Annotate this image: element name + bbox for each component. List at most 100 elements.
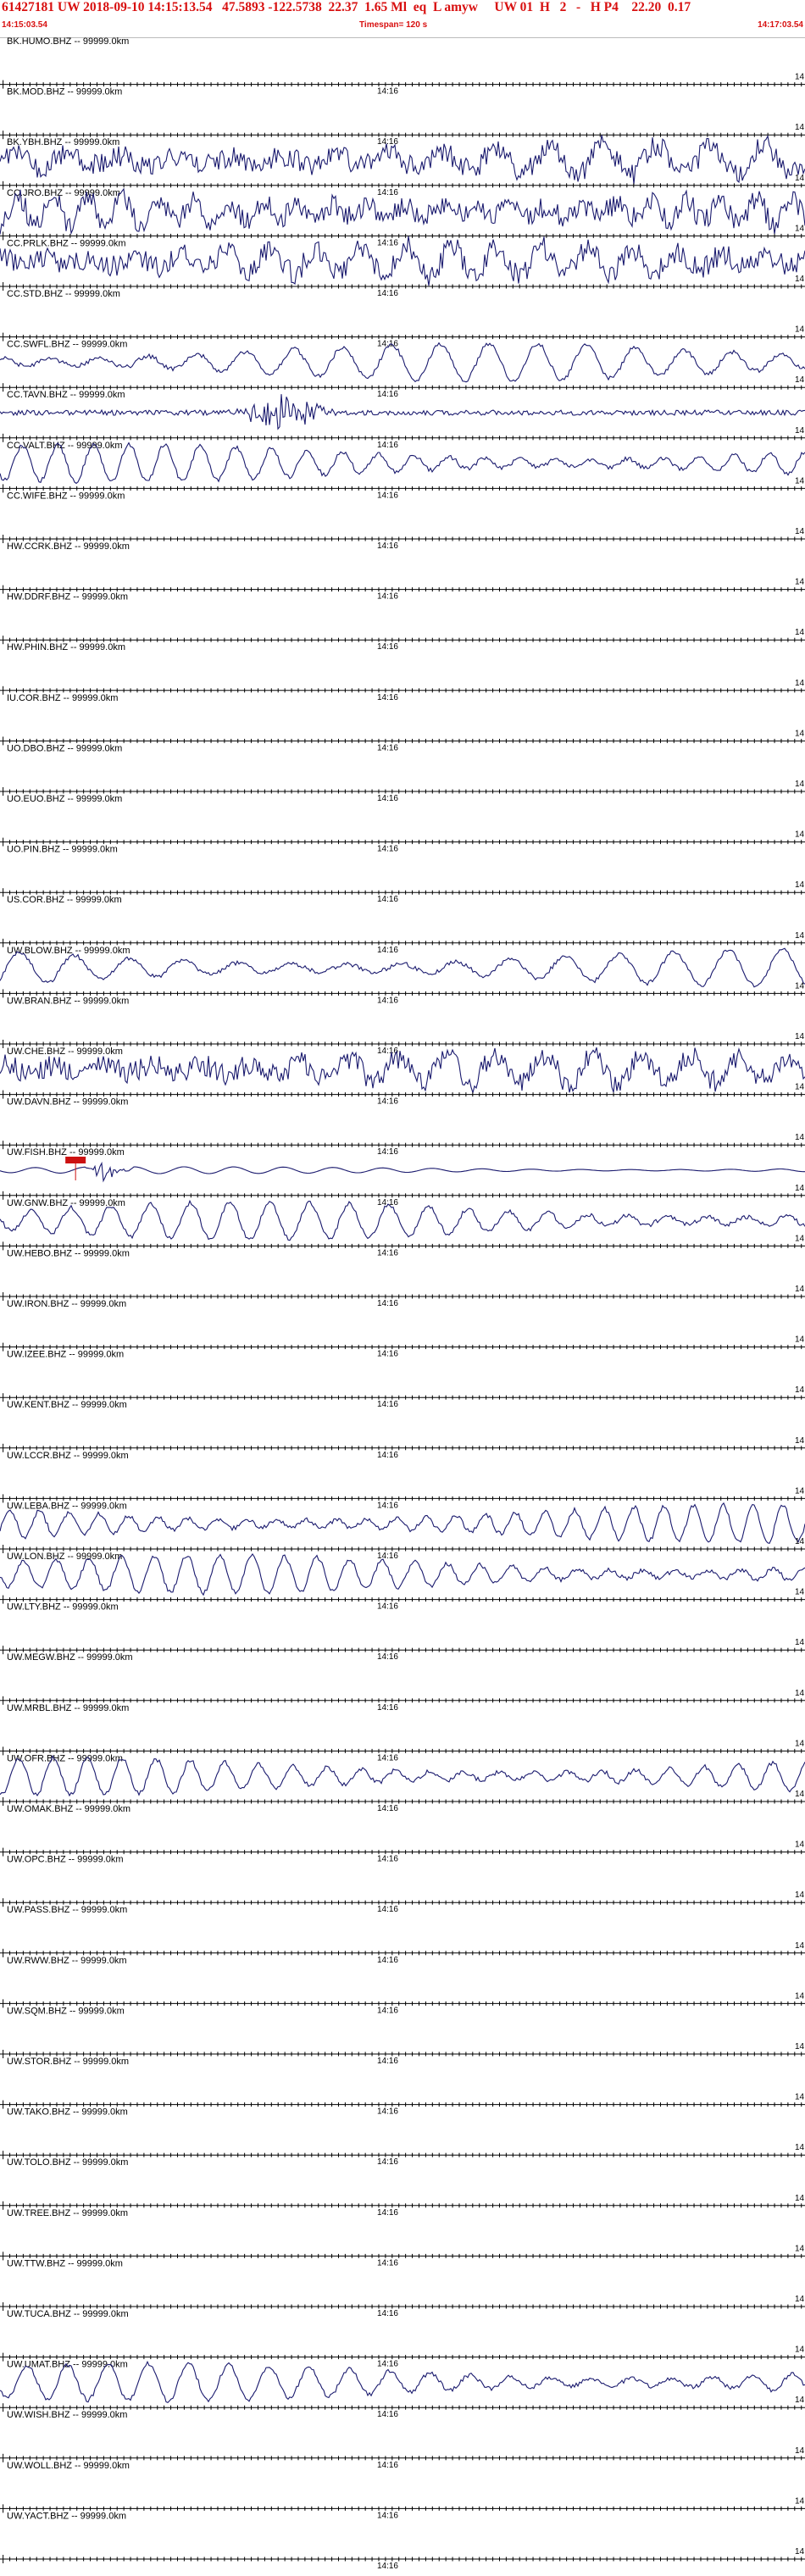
waveform-trace (0, 236, 805, 286)
trace-label: UW.SQM.BHZ -- 99999.0km (7, 2006, 125, 2016)
trace-label: UW.GNW.BHZ -- 99999.0km (7, 1198, 125, 1208)
trace-label: UW.MEGW.BHZ -- 99999.0km (7, 1652, 133, 1663)
trace-label: UW.MRBL.BHZ -- 99999.0km (7, 1703, 129, 1713)
tick-label: 14:16 (377, 2057, 398, 2066)
tick-label: 14:16 (377, 1451, 398, 1460)
trace-label: BK.MOD.BHZ -- 99999.0km (7, 87, 122, 97)
trace-label: UO.PIN.BHZ -- 99999.0km (7, 845, 118, 855)
trace-label: UW.CHE.BHZ -- 99999.0km (7, 1046, 123, 1057)
timespan: Timespan= 120 s (359, 20, 428, 30)
tick-label: 14:16 (377, 642, 398, 652)
tick-label: 14:16 (377, 137, 398, 147)
waveform-trace (0, 441, 805, 485)
phase-pick-marker (65, 1157, 86, 1163)
trace-label: UW.OFR.BHZ -- 99999.0km (7, 1753, 123, 1763)
waveform-trace (0, 341, 805, 383)
trace-label: UO.EUO.BHZ -- 99999.0km (7, 794, 122, 804)
trace-label: BK.YBH.BHZ -- 99999.0km (7, 137, 119, 147)
trace-label: UW.BRAN.BHZ -- 99999.0km (7, 996, 129, 1006)
event-title: 61427181 UW 2018-09-10 14:15:13.54 47.58… (2, 0, 691, 14)
trace-label: HW.PHIN.BHZ -- 99999.0km (7, 642, 125, 652)
trace-label: UW.LTY.BHZ -- 99999.0km (7, 1602, 119, 1613)
trace-label: UO.DBO.BHZ -- 99999.0km (7, 743, 122, 753)
tick-label: 14:16 (377, 1703, 398, 1713)
trace-label: BK.HUMO.BHZ -- 99999.0km (7, 36, 129, 47)
trace-label: HW.DDRF.BHZ -- 99999.0km (7, 592, 128, 602)
waveform-trace (0, 134, 805, 185)
waveform-trace (0, 1161, 805, 1183)
trace-label: UW.LCCR.BHZ -- 99999.0km (7, 1451, 129, 1461)
tick-label: 14:16 (377, 1956, 398, 1965)
tick-label: 14:16 (377, 1350, 398, 1359)
trace-label: UW.DAVN.BHZ -- 99999.0km (7, 1097, 128, 1108)
tick-label: 14:16 (377, 1855, 398, 1864)
tick-label: 14:16 (377, 1198, 398, 1208)
waveform-trace (0, 1047, 805, 1095)
tick-label: 14:16 (377, 592, 398, 602)
tick-label: 14:16 (377, 1602, 398, 1612)
trace-label: UW.KENT.BHZ -- 99999.0km (7, 1400, 127, 1410)
tick-label: 14:16 (377, 1753, 398, 1763)
header-bar: 61427181 UW 2018-09-10 14:15:13.54 47.58… (0, 0, 805, 38)
waveform-trace (0, 1199, 805, 1241)
tick-label: 14:16 (377, 1652, 398, 1662)
trace-label: UW.HEBO.BHZ -- 99999.0km (7, 1248, 130, 1258)
tick-label: 14:16 (377, 87, 398, 97)
tick-label: 14:16 (377, 2006, 398, 2015)
trace-label: CC.VALT.BHZ -- 99999.0km (7, 441, 123, 451)
tick-label: 14:16 (377, 946, 398, 955)
trace-label: UW.IRON.BHZ -- 99999.0km (7, 1299, 126, 1309)
trace-label: CC.SWFL.BHZ -- 99999.0km (7, 340, 127, 350)
waveform-trace (0, 1553, 805, 1596)
tick-label: 14:16 (377, 289, 398, 298)
tick-label: 14:16 (377, 340, 398, 349)
trace-label: CC.JRO.BHZ -- 99999.0km (7, 188, 120, 198)
trace-label: UW.PASS.BHZ -- 99999.0km (7, 1905, 127, 1915)
tick-label: 14:16 (377, 390, 398, 399)
trace-label: UW.STOR.BHZ -- 99999.0km (7, 2057, 129, 2067)
tick-label: 14:16 (377, 441, 398, 450)
waveform-trace (0, 1502, 805, 1544)
trace-label: UW.LON.BHZ -- 99999.0km (7, 1552, 122, 1562)
trace-label: UW.OMAK.BHZ -- 99999.0km (7, 1804, 130, 1814)
tick-label: 14:16 (377, 1299, 398, 1308)
waveform-trace (0, 394, 805, 430)
tick-label: 14:16 (377, 491, 398, 500)
trace-label: CC.PRLK.BHZ -- 99999.0km (7, 238, 126, 248)
trace-label: CC.TAVN.BHZ -- 99999.0km (7, 390, 125, 400)
end-time: 14:17:03.54 (758, 20, 803, 30)
tick-label: 14:16 (377, 794, 398, 803)
tick-label: 14:16 (377, 1400, 398, 1409)
tick-label: 14:16 (377, 743, 398, 752)
trace-label: UW.OPC.BHZ -- 99999.0km (7, 1855, 124, 1865)
tick-label: 14:16 (377, 845, 398, 854)
trace-label: UW.LEBA.BHZ -- 99999.0km (7, 1501, 127, 1511)
trace-label: US.COR.BHZ -- 99999.0km (7, 895, 122, 905)
tick-label: 14:16 (377, 238, 398, 247)
waveform-trace (0, 1754, 805, 1797)
tick-label: 14:16 (377, 1552, 398, 1561)
tick-label: 14:16 (377, 1248, 398, 1257)
waveform-trace (0, 187, 805, 236)
tick-label: 14:16 (377, 996, 398, 1005)
tick-label: 14:16 (377, 895, 398, 904)
tick-label: 14:16 (377, 1097, 398, 1107)
trace-label: CC.WIFE.BHZ -- 99999.0km (7, 491, 125, 501)
waveform-trace (0, 947, 805, 988)
trace-label: UW.RWW.BHZ -- 99999.0km (7, 1956, 127, 1966)
trace-label: UW.IZEE.BHZ -- 99999.0km (7, 1350, 124, 1360)
start-time: 14:15:03.54 (2, 20, 47, 30)
tick-label: 14:16 (377, 188, 398, 197)
tick-label: 14:16 (377, 541, 398, 551)
tick-label: 14:16 (377, 1804, 398, 1813)
trace-label: IU.COR.BHZ -- 99999.0km (7, 693, 118, 703)
trace-label: HW.CCRK.BHZ -- 99999.0km (7, 541, 130, 552)
tick-label: 14:16 (377, 1046, 398, 1056)
tick-label: 14:16 (377, 693, 398, 702)
trace-label: UW.FISH.BHZ -- 99999.0km (7, 1147, 125, 1158)
tick-label: 14:16 (377, 1501, 398, 1510)
trace-label: UW.BLOW.BHZ -- 99999.0km (7, 946, 130, 956)
tick-label: 14:16 (377, 1147, 398, 1157)
tick-label: 14:16 (377, 1905, 398, 1914)
